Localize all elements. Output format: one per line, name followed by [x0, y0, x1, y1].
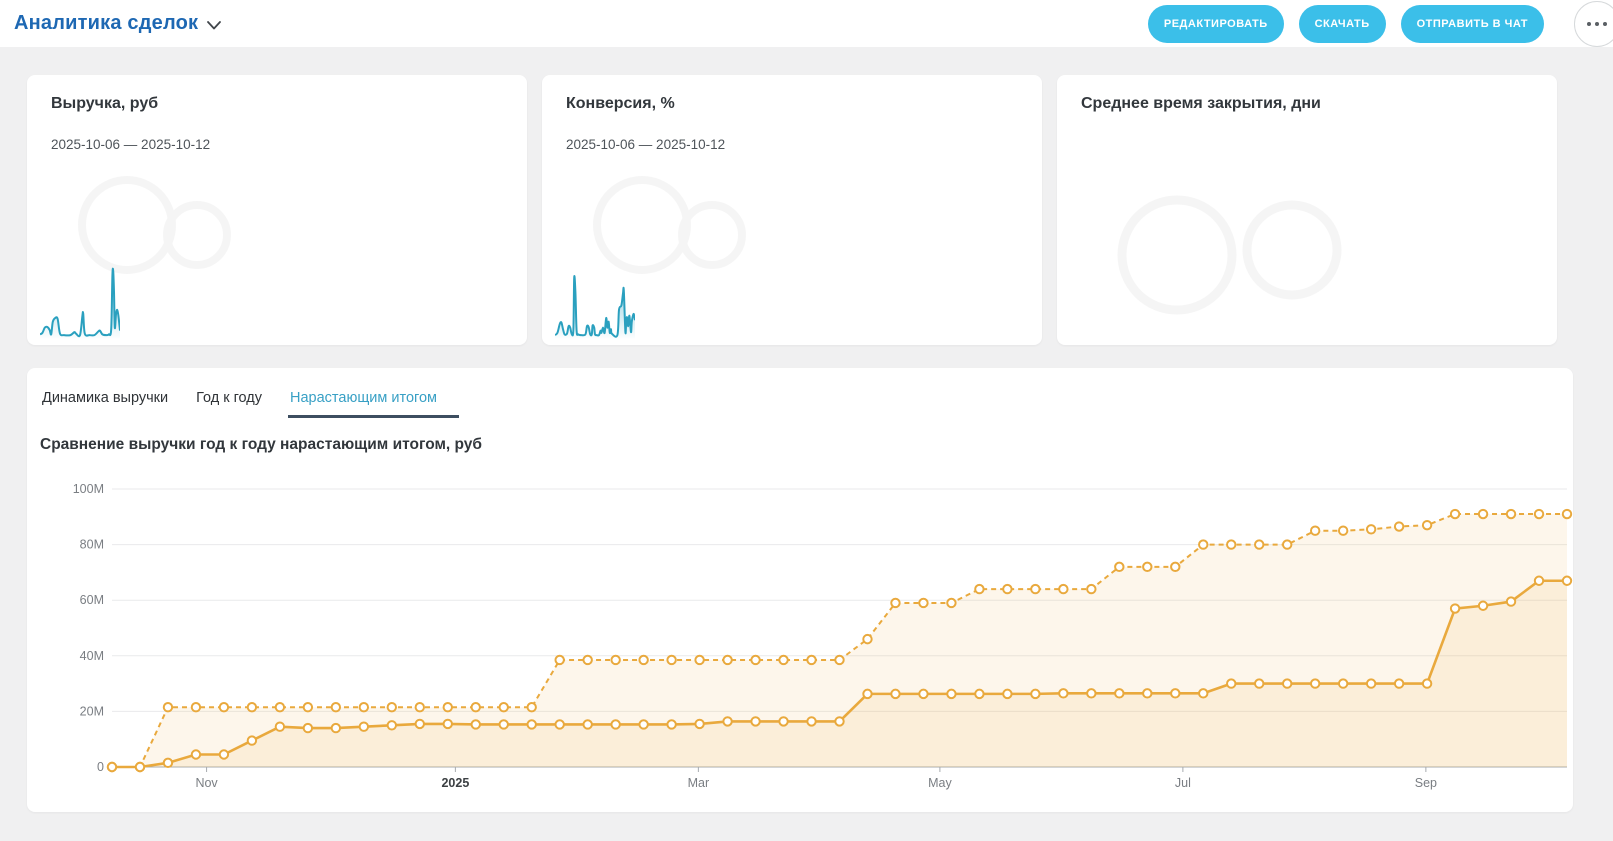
metric-card-avg-close-time[interactable]: Среднее время закрытия, дни	[1057, 75, 1557, 345]
header-actions: РЕДАКТИРОВАТЬ СКАЧАТЬ ОТПРАВИТЬ В ЧАТ	[1147, 0, 1613, 47]
more-menu-button[interactable]	[1574, 0, 1613, 47]
header: Аналитика сделок РЕДАКТИРОВАТЬ СКАЧАТЬ О…	[0, 0, 1613, 47]
svg-text:80M: 80M	[80, 538, 104, 552]
card-title: Конверсия, %	[566, 95, 675, 112]
svg-text:May: May	[928, 776, 952, 790]
report-title-dropdown[interactable]: Аналитика сделок	[14, 12, 222, 35]
metric-card-revenue[interactable]: Выручка, руб 2025-10-06 — 2025-10-12	[27, 75, 527, 345]
svg-text:60M: 60M	[80, 593, 104, 607]
card-date-range: 2025-10-06 — 2025-10-12	[51, 137, 211, 152]
svg-text:2025: 2025	[441, 776, 469, 790]
conversion-sparkline	[555, 259, 635, 339]
chart-panel: Динамика выручки Год к году Нарастающим …	[27, 368, 1573, 812]
yoy-cumulative-chart: 0 20M 40M 60M 80M 100M Nov 2025 Mar May Jul Sep	[73, 482, 1573, 790]
download-button[interactable]: СКАЧАТЬ	[1298, 4, 1386, 43]
chart-tabs: Динамика выручки Год к году Нарастающим …	[27, 368, 1573, 418]
svg-text:Jul: Jul	[1175, 776, 1191, 790]
revenue-sparkline	[40, 259, 120, 339]
metric-card-conversion[interactable]: Конверсия, % 2025-10-06 — 2025-10-12	[542, 75, 1042, 345]
svg-text:Nov: Nov	[195, 776, 218, 790]
page-title[interactable]: Аналитика сделок	[14, 12, 199, 34]
tab-cumulative[interactable]: Нарастающим итогом	[288, 382, 460, 418]
chart-title: Сравнение выручки год к году нарастающим…	[40, 436, 482, 453]
send-to-chat-button[interactable]: ОТПРАВИТЬ В ЧАТ	[1400, 4, 1544, 43]
edit-button[interactable]: РЕДАКТИРОВАТЬ	[1147, 4, 1284, 43]
watermark	[1117, 195, 1342, 315]
svg-text:40M: 40M	[80, 649, 104, 663]
tab-year-over-year[interactable]: Год к году	[194, 382, 264, 418]
svg-text:Sep: Sep	[1415, 776, 1437, 790]
svg-text:20M: 20M	[80, 704, 104, 718]
card-date-range: 2025-10-06 — 2025-10-12	[566, 137, 726, 152]
svg-text:0: 0	[97, 760, 104, 774]
metric-cards: Выручка, руб 2025-10-06 — 2025-10-12 Кон…	[27, 75, 1557, 345]
card-title: Среднее время закрытия, дни	[1081, 95, 1321, 112]
card-title: Выручка, руб	[51, 95, 159, 112]
chevron-down-icon	[207, 20, 222, 29]
svg-text:100M: 100M	[73, 482, 104, 496]
svg-text:Mar: Mar	[688, 776, 710, 790]
ellipsis-icon	[1587, 21, 1607, 26]
tab-revenue-dynamics[interactable]: Динамика выручки	[40, 382, 170, 418]
card-date-range	[1081, 137, 1533, 153]
